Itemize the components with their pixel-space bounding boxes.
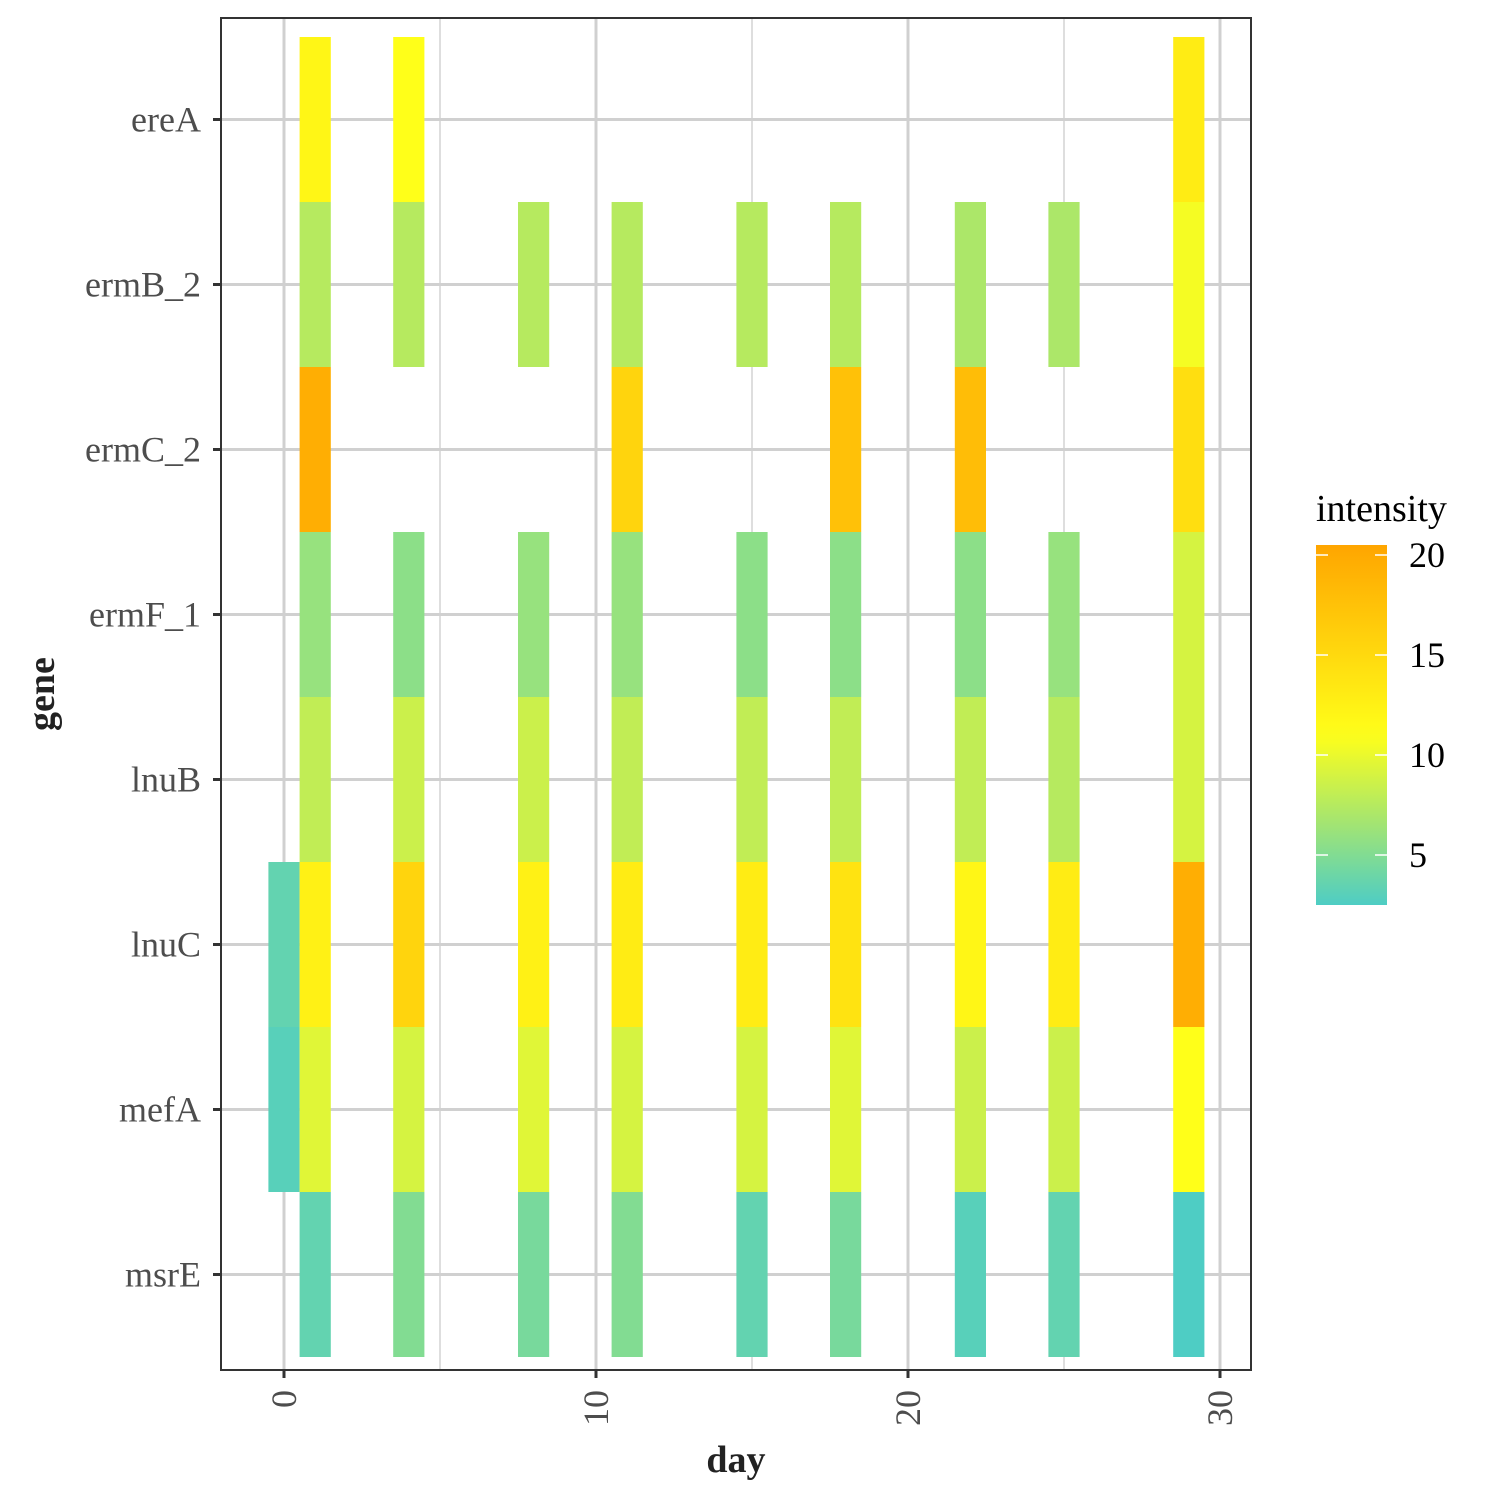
legend-tick-label: 10 — [1409, 735, 1445, 775]
heatmap-tile — [611, 202, 643, 367]
heatmap-tile — [518, 862, 550, 1027]
heatmap-tile — [954, 367, 986, 532]
heatmap-tile — [1173, 37, 1205, 202]
heatmap-tile — [518, 697, 550, 862]
heatmap-tile — [299, 697, 331, 862]
heatmap-tile — [1048, 1192, 1080, 1357]
heatmap-tile — [1173, 862, 1205, 1027]
y-tick-label: ermF_1 — [89, 595, 201, 635]
heatmap-tile — [393, 1027, 425, 1192]
heatmap-tile — [393, 532, 425, 697]
heatmap-tile — [954, 532, 986, 697]
heatmap-tile — [393, 697, 425, 862]
y-axis-title: gene — [21, 657, 63, 731]
heatmap-tile — [1173, 532, 1205, 697]
heatmap-tile — [736, 532, 768, 697]
legend-tick-label: 20 — [1409, 535, 1445, 575]
y-axis: ereA ermB_2 ermC_2 ermF_1 lnuB lnuC mefA msrE — [85, 100, 221, 1295]
legend-tick-label: 5 — [1409, 835, 1427, 875]
heatmap-tile — [299, 202, 331, 367]
heatmap-tile — [736, 202, 768, 367]
y-tick-label: lnuB — [131, 760, 201, 800]
heatmap-tiles — [268, 37, 1205, 1357]
heatmap-tile — [1048, 532, 1080, 697]
y-tick-label: mefA — [119, 1090, 201, 1130]
heatmap-tile — [1048, 1027, 1080, 1192]
heatmap-tile — [954, 697, 986, 862]
heatmap-tile — [830, 202, 862, 367]
heatmap-tile — [1048, 697, 1080, 862]
heatmap-tile — [299, 1027, 331, 1192]
y-tick-label: ermC_2 — [85, 430, 201, 470]
heatmap-tile — [268, 1027, 300, 1192]
heatmap-tile — [393, 37, 425, 202]
heatmap-tile — [299, 862, 331, 1027]
heatmap-tile — [299, 37, 331, 202]
x-tick-label: 30 — [1200, 1390, 1240, 1426]
y-tick-label: ermB_2 — [85, 265, 201, 305]
heatmap-tile — [518, 532, 550, 697]
heatmap-tile — [1173, 367, 1205, 532]
heatmap-tile — [830, 367, 862, 532]
heatmap-tile — [393, 1192, 425, 1357]
heatmap-tile — [1173, 202, 1205, 367]
legend-title: intensity — [1316, 488, 1447, 530]
legend-colorbar — [1316, 545, 1387, 905]
legend-ticks: 5 10 15 20 — [1316, 535, 1445, 875]
x-axis-title: day — [706, 1439, 765, 1481]
x-tick-label: 20 — [888, 1390, 928, 1426]
heatmap-tile — [393, 862, 425, 1027]
heatmap-tile — [299, 532, 331, 697]
heatmap-tile — [954, 862, 986, 1027]
heatmap-tile — [736, 1192, 768, 1357]
heatmap-tile — [1173, 697, 1205, 862]
heatmap-tile — [299, 1192, 331, 1357]
heatmap-tile — [954, 1192, 986, 1357]
heatmap-tile — [830, 532, 862, 697]
heatmap-tile — [830, 1027, 862, 1192]
legend-tick-label: 15 — [1409, 635, 1445, 675]
heatmap-tile — [268, 862, 300, 1027]
y-tick-label: msrE — [125, 1255, 201, 1295]
heatmap-tile — [954, 1027, 986, 1192]
heatmap-tile — [736, 697, 768, 862]
heatmap-tile — [1173, 1192, 1205, 1357]
heatmap-tile — [518, 1192, 550, 1357]
x-tick-label: 10 — [576, 1390, 616, 1426]
heatmap-tile — [518, 1027, 550, 1192]
x-axis: 0 10 20 30 — [264, 1370, 1240, 1426]
heatmap-tile — [393, 202, 425, 367]
y-tick-label: ereA — [131, 100, 201, 140]
heatmap-tile — [611, 1192, 643, 1357]
heatmap-tile — [830, 1192, 862, 1357]
heatmap-tile — [830, 862, 862, 1027]
heatmap-tile — [611, 1027, 643, 1192]
heatmap-tile — [1173, 1027, 1205, 1192]
major-gridlines — [221, 18, 1251, 1370]
heatmap-tile — [518, 202, 550, 367]
heatmap-tile — [611, 532, 643, 697]
color-legend: intensity 5 10 15 20 — [1316, 488, 1447, 905]
heatmap-tile — [611, 367, 643, 532]
y-tick-label: lnuC — [131, 925, 201, 965]
heatmap-tile — [611, 862, 643, 1027]
heatmap-tile — [1048, 862, 1080, 1027]
heatmap-tile — [830, 697, 862, 862]
x-tick-label: 0 — [264, 1390, 304, 1408]
heatmap-tile — [611, 697, 643, 862]
panel-border — [220, 17, 1252, 1371]
heatmap-tile — [736, 862, 768, 1027]
heatmap-tile — [299, 367, 331, 532]
heatmap-tile — [736, 1027, 768, 1192]
heatmap-tile — [954, 202, 986, 367]
heatmap-tile — [1048, 202, 1080, 367]
